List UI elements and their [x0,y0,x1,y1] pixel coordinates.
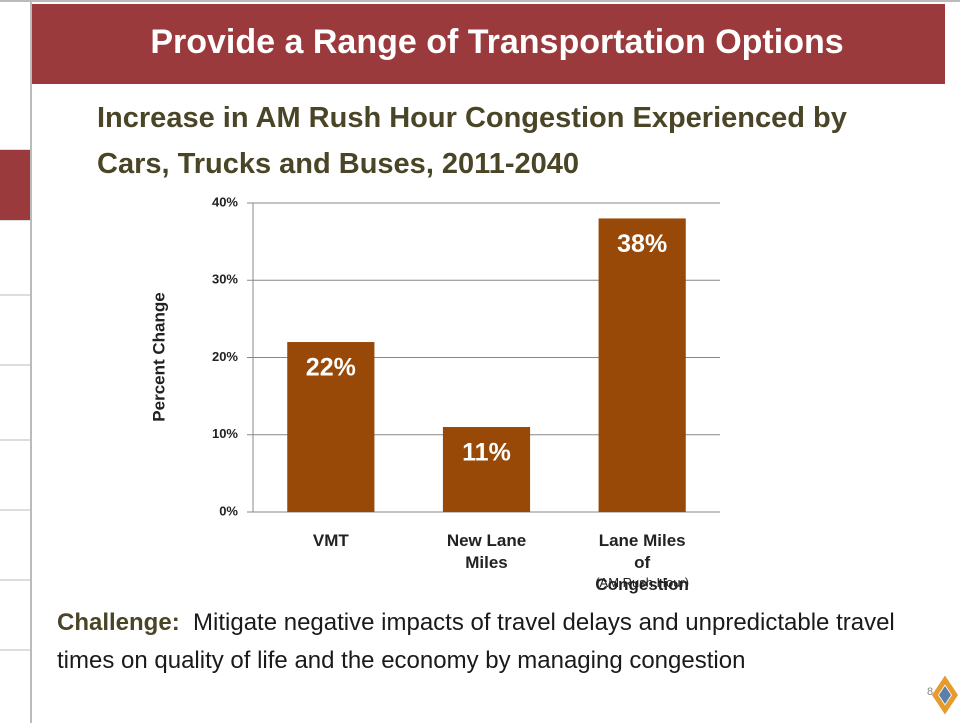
bar [442,427,531,512]
x-tick-label: VMT [312,531,349,550]
y-tick-label: 30% [212,272,238,287]
challenge: Challenge: Mitigate negative impacts of … [57,604,927,680]
value-label: 38% [617,230,667,258]
bar [287,342,375,512]
category-note: (AM Rush Hour) [595,575,690,590]
y-tick-label: 10% [212,426,238,441]
y-tick-label: 20% [212,349,238,364]
challenge-label: Challenge: [57,609,180,636]
x-tick-label: Lane Miles of Congestion [595,531,689,594]
slide-title: Provide a Range of Transportation Option… [150,23,843,61]
y-tick-label: 0% [219,503,238,518]
header-bar [32,4,945,84]
chart-title: Increase in AM Rush Hour Congestion Expe… [97,102,847,180]
logo [931,675,959,715]
page-number: 8 [927,686,933,698]
y-axis-label: Percent Change [149,292,168,421]
value-label: 11% [462,439,511,467]
x-tick-label: New Lane Miles [446,531,527,572]
challenge-text: Mitigate negative impacts of travel dela… [57,609,895,674]
y-tick-label: 40% [212,194,238,209]
side-tabs [0,149,31,651]
bar [598,218,686,512]
value-label: 22% [306,354,356,382]
active-tab [0,150,30,220]
